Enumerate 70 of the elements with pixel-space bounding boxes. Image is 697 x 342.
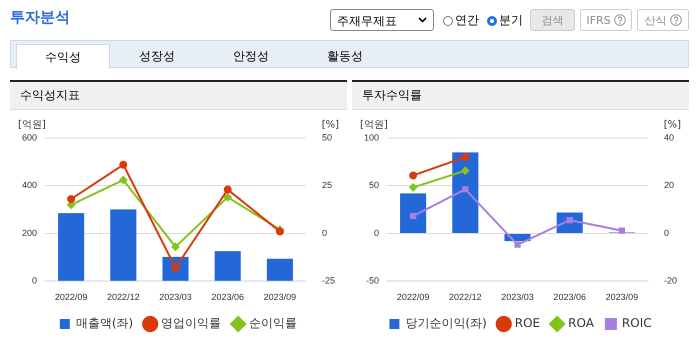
y-axis-title: [억원] bbox=[360, 120, 388, 131]
legend-label: ROA bbox=[568, 316, 595, 330]
y2-tick-label: -20 bbox=[664, 276, 678, 286]
y2-tick-label: 40 bbox=[664, 132, 674, 142]
point bbox=[172, 242, 180, 251]
text: 주재무제표 bbox=[337, 14, 397, 28]
y-tick-label: -50 bbox=[366, 276, 380, 286]
bar bbox=[214, 251, 241, 281]
x-tick-label: 2023/06 bbox=[553, 292, 586, 302]
point bbox=[410, 212, 416, 220]
x-tick-label: 2022/09 bbox=[396, 292, 430, 302]
bar bbox=[400, 193, 426, 233]
y2-tick-label: 0 bbox=[322, 228, 328, 238]
x-tick-label: 2022/09 bbox=[54, 292, 88, 302]
point bbox=[224, 193, 232, 202]
x-tick-label: 2022/12 bbox=[449, 292, 482, 302]
legend-label: 순이익률 bbox=[249, 316, 298, 330]
point bbox=[462, 186, 468, 192]
legend-label: 영업이익률 bbox=[161, 316, 222, 330]
y-tick-label: 600 bbox=[22, 132, 38, 142]
y2-tick-label: 25 bbox=[322, 180, 332, 190]
y-tick-label: 400 bbox=[22, 180, 38, 190]
text: 연간 bbox=[455, 12, 479, 29]
y-tick-label: 100 bbox=[364, 132, 380, 142]
point bbox=[119, 176, 128, 184]
y-tick-label: 50 bbox=[369, 180, 380, 190]
y2-axis-title: [%] bbox=[322, 120, 340, 131]
text: IFRS bbox=[586, 14, 611, 26]
chart-title: 투자수익률 bbox=[352, 80, 689, 110]
x-tick-label: 2023/09 bbox=[264, 292, 296, 302]
x-tick-label: 2023/09 bbox=[606, 292, 638, 302]
text: 분기 bbox=[499, 12, 523, 29]
y-tick-label: 0 bbox=[374, 228, 380, 238]
point bbox=[514, 242, 521, 248]
point bbox=[224, 186, 232, 194]
point bbox=[67, 195, 76, 204]
legend-label: ROIC bbox=[622, 316, 652, 330]
y2-tick-label: 20 bbox=[664, 180, 674, 190]
point bbox=[461, 166, 470, 175]
y2-axis-title: [%] bbox=[664, 120, 682, 131]
legend-label: 매출액(좌) bbox=[76, 316, 134, 330]
point bbox=[461, 153, 470, 162]
y-tick-label: 200 bbox=[22, 228, 38, 238]
bar bbox=[58, 213, 84, 281]
point bbox=[276, 228, 284, 236]
x-tick-label: 2022/12 bbox=[107, 292, 140, 302]
y2-tick-label: 50 bbox=[322, 132, 332, 142]
text: 산식 bbox=[644, 12, 666, 28]
x-tick-label: 2023/03 bbox=[501, 292, 534, 302]
text: 투자분석 bbox=[10, 8, 70, 27]
text: 성장성 bbox=[138, 48, 176, 65]
text: 활동성 bbox=[326, 48, 364, 65]
legend-label: ROE bbox=[514, 316, 540, 330]
y2-tick-label: -25 bbox=[322, 276, 336, 286]
x-tick-label: 2023/06 bbox=[211, 292, 244, 302]
point bbox=[618, 227, 626, 234]
legend-label: 당기순이익(좌) bbox=[405, 316, 487, 330]
point bbox=[409, 171, 418, 180]
y-axis-title: [억원] bbox=[18, 120, 46, 131]
point bbox=[119, 160, 128, 169]
x-tick-label: 2023/03 bbox=[159, 292, 192, 302]
bar bbox=[110, 209, 136, 281]
point bbox=[409, 183, 418, 192]
y2-tick-label: 0 bbox=[664, 228, 670, 238]
chart-title: 수익성지표 bbox=[10, 80, 347, 110]
y-tick-label: 0 bbox=[32, 276, 38, 286]
text: 안정성 bbox=[232, 48, 270, 65]
text: 검색 bbox=[542, 12, 564, 28]
text: 수익성 bbox=[16, 44, 110, 69]
bar bbox=[266, 258, 293, 281]
